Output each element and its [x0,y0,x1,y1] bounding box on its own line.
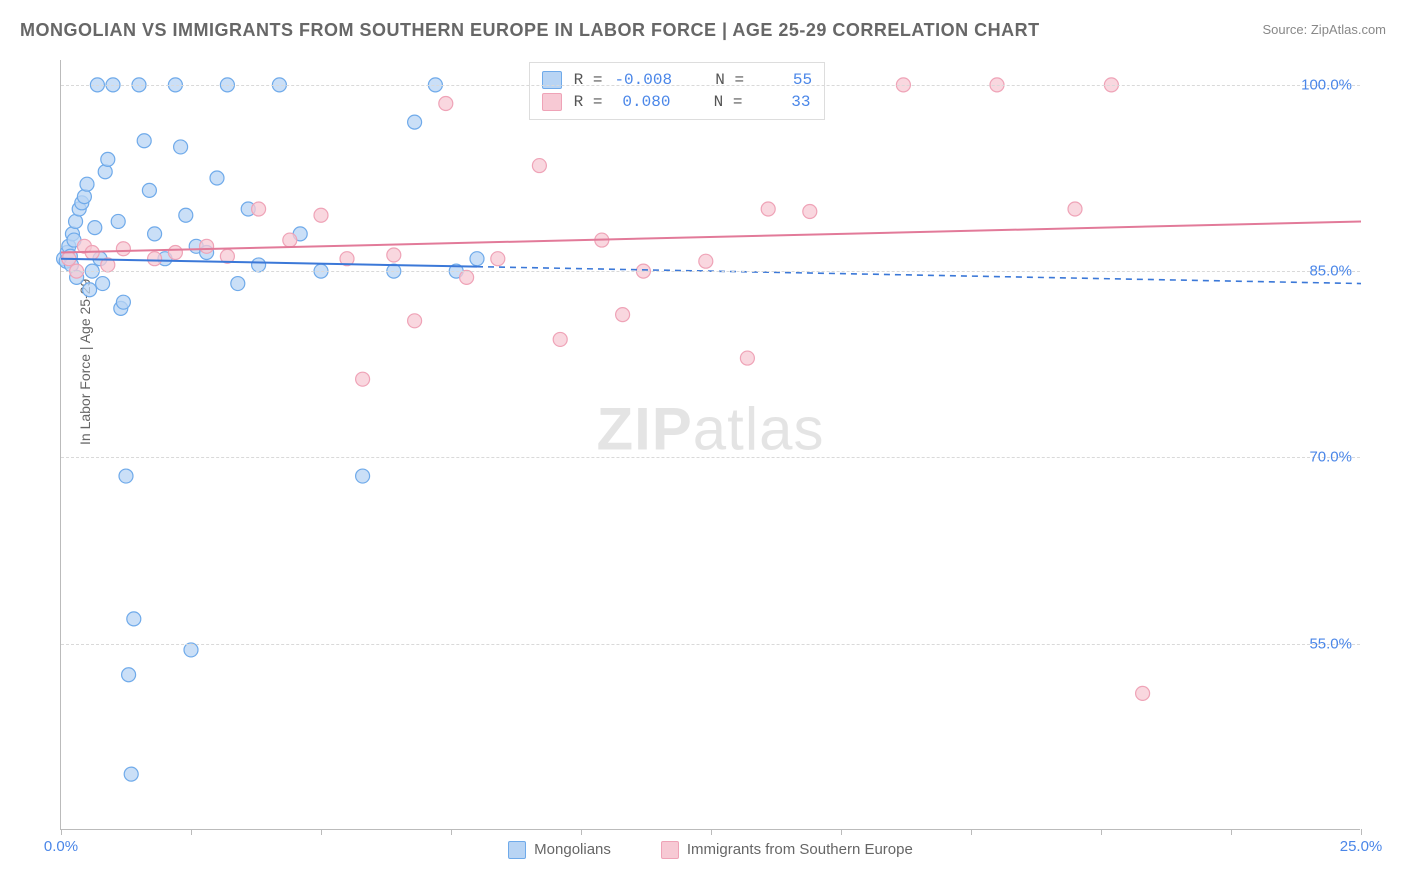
scatter-point [314,208,328,222]
x-tick [451,829,452,835]
y-tick-label: 70.0% [1309,449,1352,466]
n-value: 55 [756,69,812,91]
x-tick [191,829,192,835]
scatter-point [127,612,141,626]
legend-label: Mongolians [534,841,611,858]
y-tick-label: 55.0% [1309,635,1352,652]
scatter-point [142,183,156,197]
legend-row: R = 0.080 N = 33 [542,91,812,113]
x-tick [841,829,842,835]
x-tick [971,829,972,835]
legend-swatch [542,71,562,89]
source-label: Source: ZipAtlas.com [1262,22,1386,37]
scatter-point [1136,686,1150,700]
trend-line [61,259,477,267]
x-tick [581,829,582,835]
scatter-point [252,258,266,272]
x-tick-label: 0.0% [44,838,78,855]
scatter-point [124,767,138,781]
scatter-point [148,252,162,266]
scatter-point [83,283,97,297]
scatter-point [803,205,817,219]
legend-label: Immigrants from Southern Europe [687,841,913,858]
legend-swatch [661,841,679,859]
scatter-point [168,246,182,260]
gridline [61,457,1360,458]
n-label: N = [715,69,744,91]
gridline [61,85,1360,86]
legend-row: R = -0.008 N = 55 [542,69,812,91]
series-legend: Mongolians Immigrants from Southern Europ… [61,841,1360,859]
legend-item: Immigrants from Southern Europe [661,841,913,859]
trend-line-extrapolated [477,267,1361,284]
y-tick-label: 100.0% [1301,76,1352,93]
scatter-point [532,159,546,173]
y-tick-label: 85.0% [1309,263,1352,280]
correlation-legend: R = -0.008 N = 55 R = 0.080 N = 33 [529,62,825,120]
scatter-point [761,202,775,216]
scatter-point [491,252,505,266]
scatter-point [470,252,484,266]
trend-line [61,221,1361,252]
scatter-point [179,208,193,222]
r-label: R = [574,91,603,113]
scatter-point [77,190,91,204]
scatter-point [356,469,370,483]
scatter-point [122,668,136,682]
scatter-point [460,270,474,284]
plot-area: In Labor Force | Age 25-29 ZIPatlas R =-… [60,60,1360,830]
x-tick [1361,829,1362,835]
scatter-point [98,165,112,179]
scatter-point [88,221,102,235]
scatter-point [408,314,422,328]
scatter-point [184,643,198,657]
scatter-point [200,239,214,253]
scatter-point [137,134,151,148]
chart-title: MONGOLIAN VS IMMIGRANTS FROM SOUTHERN EU… [20,20,1040,41]
scatter-point [1068,202,1082,216]
x-tick-label: 25.0% [1340,838,1383,855]
scatter-point [119,469,133,483]
n-value: 33 [754,91,810,113]
r-value: 0.080 [614,91,670,113]
scatter-point [69,214,83,228]
legend-item: Mongolians [508,841,611,859]
scatter-point [699,254,713,268]
x-tick [321,829,322,835]
r-label: R = [574,69,603,91]
scatter-point [111,214,125,228]
scatter-point [174,140,188,154]
scatter-point [116,242,130,256]
legend-swatch [542,93,562,111]
scatter-point [356,372,370,386]
scatter-point [148,227,162,241]
scatter-point [210,171,224,185]
scatter-point [283,233,297,247]
scatter-point [408,115,422,129]
scatter-point [439,96,453,110]
n-label: N = [714,91,743,113]
scatter-point [116,295,130,309]
scatter-point [387,248,401,262]
x-tick [1101,829,1102,835]
r-value: -0.008 [614,69,672,91]
scatter-point [553,332,567,346]
x-tick [1231,829,1232,835]
x-tick [711,829,712,835]
scatter-point [80,177,94,191]
scatter-point [740,351,754,365]
scatter-point [616,308,630,322]
scatter-point [231,277,245,291]
gridline [61,644,1360,645]
scatter-point [96,277,110,291]
chart-container: MONGOLIAN VS IMMIGRANTS FROM SOUTHERN EU… [0,0,1406,892]
x-tick [61,829,62,835]
scatter-point [101,152,115,166]
chart-svg [61,60,1360,829]
gridline [61,271,1360,272]
scatter-point [252,202,266,216]
legend-swatch [508,841,526,859]
